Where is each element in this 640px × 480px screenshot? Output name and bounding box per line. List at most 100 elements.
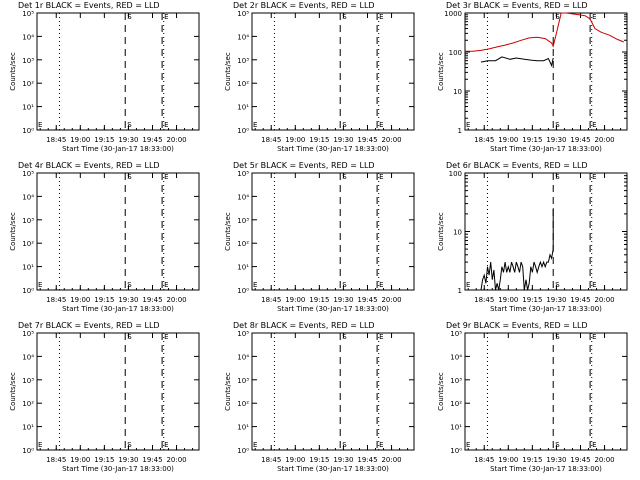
x-tick-label: 19:00 [498, 296, 518, 304]
series-line-events-black [480, 208, 554, 291]
x-axis-label: Start Time (30-Jan-17 18:33:00) [62, 465, 174, 473]
x-tick-label: 19:30 [118, 456, 138, 464]
x-tick-label: 18:45 [261, 456, 281, 464]
x-tick-label: 19:15 [94, 136, 114, 144]
marker-label: S [342, 281, 347, 289]
panel-title: Det 2r BLACK = Events, RED = LLD [233, 1, 375, 10]
marker-label: E [592, 121, 596, 129]
marker-label: S [342, 441, 347, 449]
x-tick-label: 20:00 [594, 296, 614, 304]
marker-label: S [555, 121, 560, 129]
x-tick-label: 18:45 [474, 456, 494, 464]
marker-label: E [253, 441, 257, 449]
y-tick-label: 10⁰ [22, 127, 34, 135]
x-tick-label: 19:00 [70, 456, 90, 464]
x-tick-label: 19:45 [570, 456, 590, 464]
marker-label: E [466, 441, 470, 449]
marker-label: E [592, 333, 596, 341]
y-tick-label: 10¹ [237, 104, 249, 112]
x-tick-label: 19:15 [522, 296, 542, 304]
y-tick-label: 10 [453, 229, 462, 237]
y-tick-label: 10¹ [237, 424, 249, 432]
y-tick-label: 10³ [22, 57, 34, 65]
y-tick-label: 10⁴ [237, 353, 249, 361]
x-tick-label: 18:45 [261, 136, 281, 144]
x-tick-label: 19:15 [522, 456, 542, 464]
marker-label: E [592, 173, 596, 181]
y-tick-label: 10¹ [22, 104, 34, 112]
x-tick-label: 19:30 [118, 296, 138, 304]
y-tick-label: 10⁴ [450, 353, 462, 361]
y-tick-label: 10⁵ [237, 330, 249, 338]
y-tick-label: 10⁴ [22, 353, 34, 361]
x-tick-label: 19:30 [546, 296, 566, 304]
x-tick-label: 18:45 [46, 136, 66, 144]
x-tick-label: 19:00 [285, 456, 305, 464]
marker-label: E [592, 281, 596, 289]
plot-frame [251, 172, 415, 291]
y-tick-label: 10⁵ [22, 170, 34, 178]
y-tick-label: 10⁰ [237, 447, 249, 455]
x-tick-label: 19:00 [285, 296, 305, 304]
marker-label: E [379, 281, 383, 289]
y-tick-label: 10⁰ [237, 127, 249, 135]
y-tick-label: 10³ [237, 377, 249, 385]
y-axis-label: Counts/sec [224, 212, 232, 251]
x-tick-label: 20:00 [381, 296, 401, 304]
x-tick-label: 20:00 [166, 456, 186, 464]
x-tick-label: 19:30 [333, 296, 353, 304]
panel-det-1: Det 1r BLACK = Events, RED = LLD 10⁰ 10¹ 10… [9, 1, 200, 153]
y-tick-label: 10⁰ [450, 447, 462, 455]
y-tick-label: 1000 [444, 10, 462, 18]
y-tick-label: 10² [237, 400, 249, 408]
panel-det-3: Det 3r BLACK = Events, RED = LLD 1 10 100 10… [437, 1, 628, 153]
y-axis-label: Counts/sec [9, 52, 17, 91]
y-tick-label: 10³ [450, 377, 462, 385]
y-tick-label: 10¹ [450, 424, 462, 432]
x-axis-label: Start Time (30-Jan-17 18:33:00) [277, 465, 389, 473]
marker-label: E [38, 281, 42, 289]
x-tick-label: 19:15 [94, 296, 114, 304]
y-tick-label: 10⁴ [237, 193, 249, 201]
plot-frame [36, 332, 200, 451]
x-tick-label: 20:00 [594, 456, 614, 464]
x-axis-label: Start Time (30-Jan-17 18:33:00) [490, 305, 602, 313]
panel-title: Det 5r BLACK = Events, RED = LLD [233, 161, 375, 170]
panel-det-8: Det 8r BLACK = Events, RED = LLD 10⁰ 10¹ 10… [224, 321, 415, 473]
y-tick-label: 10² [450, 400, 462, 408]
x-tick-label: 19:30 [546, 136, 566, 144]
marker-label: E [38, 441, 42, 449]
marker-label: E [253, 121, 257, 129]
y-tick-label: 10⁰ [22, 287, 34, 295]
y-tick-label: 10³ [237, 217, 249, 225]
y-tick-label: 10⁵ [22, 10, 34, 18]
y-tick-label: 1 [458, 127, 462, 135]
x-axis-label: Start Time (30-Jan-17 18:33:00) [277, 305, 389, 313]
marker-label: E [164, 173, 168, 181]
y-tick-label: 100 [449, 170, 462, 178]
x-tick-label: 19:30 [118, 136, 138, 144]
marker-label: E [592, 441, 596, 449]
x-tick-label: 19:15 [309, 136, 329, 144]
x-tick-label: 19:45 [357, 296, 377, 304]
y-tick-label: 10⁵ [237, 10, 249, 18]
marker-label: S [127, 13, 132, 21]
y-axis-label: Counts/sec [224, 372, 232, 411]
x-axis-label: Start Time (30-Jan-17 18:33:00) [490, 465, 602, 473]
x-tick-label: 19:15 [309, 296, 329, 304]
y-axis-label: Counts/sec [9, 212, 17, 251]
marker-label: S [127, 441, 132, 449]
marker-label: S [127, 121, 132, 129]
y-axis-label: Counts/sec [437, 212, 445, 251]
y-axis-label: Counts/sec [224, 52, 232, 91]
marker-label: E [164, 333, 168, 341]
x-tick-label: 20:00 [381, 456, 401, 464]
x-tick-label: 19:00 [285, 136, 305, 144]
y-tick-label: 10³ [22, 217, 34, 225]
marker-label: E [164, 121, 168, 129]
y-tick-label: 10³ [22, 377, 34, 385]
marker-label: S [127, 281, 132, 289]
x-tick-label: 19:00 [70, 136, 90, 144]
y-tick-label: 10⁴ [22, 33, 34, 41]
